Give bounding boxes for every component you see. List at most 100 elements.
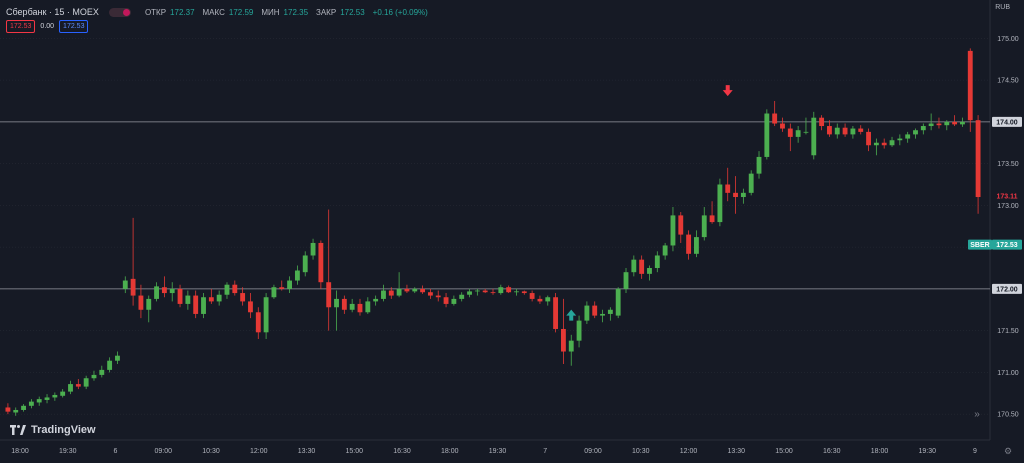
price-label: 172.53 (996, 242, 1018, 249)
candle-body (647, 268, 652, 274)
open-label: ОТКР (144, 7, 167, 17)
candle-body (701, 215, 707, 238)
candle-body (263, 297, 269, 333)
candle-body (866, 131, 871, 146)
y-tick-label: 174.50 (997, 78, 1019, 85)
price-label: 173.11 (996, 194, 1017, 201)
candle-body (780, 123, 785, 129)
candle-body (600, 313, 605, 316)
candle-body (529, 293, 535, 299)
candle-body (107, 360, 113, 370)
candle-body (224, 284, 230, 295)
candle-body (420, 288, 426, 293)
candle-body (318, 242, 324, 283)
candle-body (952, 121, 958, 125)
spread-value: 0.00 (40, 23, 55, 30)
x-tick-label: 13:30 (727, 448, 745, 455)
candle-body (334, 298, 339, 308)
tradingview-logo-icon (10, 425, 26, 435)
price-label: 172.00 (996, 286, 1018, 293)
low-value: 172.35 (283, 7, 309, 17)
x-tick-label: 10:30 (202, 448, 220, 455)
candle-body (357, 303, 363, 313)
legend-row: Сбербанк · 15 · MOEX ОТКР 172.37 МАКС 17… (6, 5, 428, 19)
x-tick-label: 12:00 (250, 448, 268, 455)
candle-body (36, 399, 42, 403)
candle-body (435, 295, 441, 298)
candle-body (302, 255, 308, 273)
candle-body (474, 290, 480, 292)
candle-body (514, 291, 519, 293)
x-tick-label: 15:00 (775, 448, 793, 455)
candle-body (678, 215, 684, 235)
candle-body (834, 127, 840, 135)
candle-body (740, 192, 746, 198)
candle-body (396, 288, 402, 296)
x-tick-label: 18:00 (11, 448, 29, 455)
candle-body (975, 120, 981, 198)
candle-body (5, 407, 11, 412)
x-tick-label: 16:30 (393, 448, 411, 455)
sell-button[interactable]: 172.53 (6, 20, 36, 33)
candle-body (811, 117, 817, 156)
candle-body (654, 255, 660, 269)
x-tick-label: 12:00 (680, 448, 698, 455)
candle-body (772, 113, 778, 124)
x-tick-label: 18:00 (871, 448, 889, 455)
candle-body (842, 127, 848, 135)
y-tick-label: 173.00 (997, 203, 1019, 210)
buy-button[interactable]: 172.53 (59, 20, 89, 33)
x-tick-label: 9 (973, 448, 977, 455)
close-label: ЗАКР (316, 7, 337, 17)
change-value: +0.16 (+0.09%) (372, 7, 428, 17)
candle-body (748, 173, 754, 193)
candle-body (615, 288, 621, 316)
candle-body (255, 312, 261, 333)
candle-body (451, 298, 457, 304)
gear-icon[interactable]: ⚙ (1004, 446, 1013, 456)
candle-body (381, 290, 386, 299)
tradingview-logo[interactable]: TradingView (10, 424, 96, 436)
candle-body (271, 287, 277, 298)
candle-body (443, 297, 449, 304)
candle-body (803, 131, 809, 133)
buy-arrow-marker (566, 309, 577, 321)
candle-body (498, 287, 504, 294)
candle-body (764, 113, 770, 157)
candle-body (412, 288, 418, 292)
candle-body (693, 237, 699, 254)
x-tick-label: 7 (543, 448, 547, 455)
y-tick-label: 173.50 (997, 161, 1019, 168)
candle-body (279, 287, 285, 289)
visibility-toggle[interactable] (108, 7, 131, 17)
candle-body (68, 384, 73, 392)
candle-body (208, 297, 214, 302)
symbol-label[interactable]: Сбербанк · 15 · MOEX (6, 7, 99, 17)
open-value: 172.37 (170, 7, 195, 17)
x-tick-label: 09:00 (154, 448, 172, 455)
currency-selector[interactable]: RUB (995, 4, 1010, 11)
candle-body (623, 272, 629, 289)
x-tick-label: 16:30 (823, 448, 841, 455)
y-tick-label: 170.50 (997, 412, 1019, 419)
candle-body (193, 295, 199, 314)
candle-body (889, 140, 895, 146)
sell-arrow-marker (722, 85, 733, 97)
candle-body (28, 401, 34, 406)
candle-body (850, 128, 856, 135)
scroll-to-realtime-icon[interactable]: » (974, 409, 980, 420)
candle-body (373, 298, 379, 302)
x-tick-label: 19:30 (918, 448, 936, 455)
candle-body (154, 286, 159, 299)
candle-body (161, 287, 167, 294)
y-tick-label: 171.50 (997, 328, 1019, 335)
candle-body (631, 259, 637, 273)
candle-body (858, 128, 864, 132)
candle-body (388, 290, 394, 296)
price-label: 174.00 (996, 119, 1018, 126)
candle-body (52, 394, 58, 398)
candle-body (83, 378, 89, 387)
candle-body (341, 298, 347, 310)
